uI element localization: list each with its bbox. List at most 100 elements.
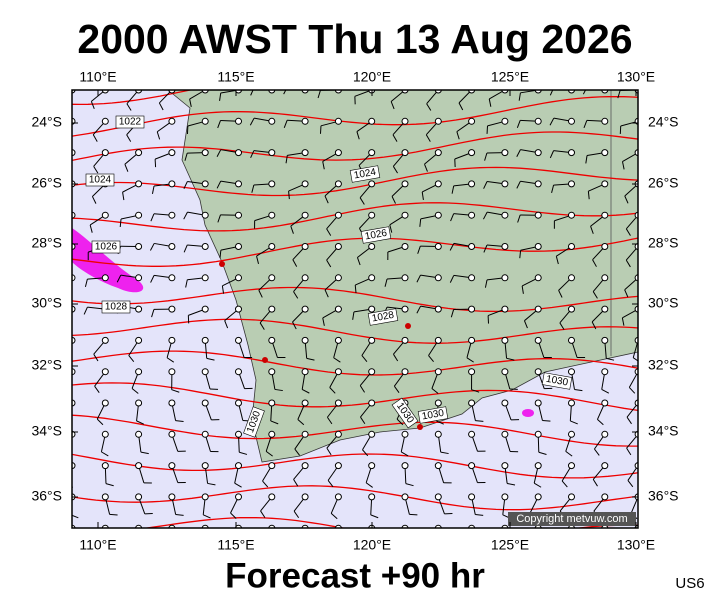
station — [102, 275, 108, 281]
station — [569, 494, 575, 500]
station — [136, 494, 142, 500]
station — [369, 212, 375, 218]
station — [335, 431, 341, 437]
station — [102, 118, 108, 124]
station — [236, 494, 242, 500]
station — [169, 369, 175, 375]
station — [435, 306, 441, 312]
caption: Forecast +90 hr — [225, 556, 485, 595]
latitude-label: 24°S — [31, 114, 62, 130]
station — [535, 244, 541, 250]
station — [302, 150, 308, 156]
isobar-label: 1024 — [86, 174, 114, 186]
latitude-label: 32°S — [648, 357, 679, 373]
station — [169, 337, 175, 343]
station — [402, 463, 408, 469]
station — [569, 212, 575, 218]
pressure-dot — [405, 323, 411, 329]
latitude-label: 26°S — [648, 175, 679, 191]
station — [569, 431, 575, 437]
longitude-label: 120°E — [353, 69, 391, 85]
station — [502, 337, 508, 343]
station — [302, 181, 308, 187]
station — [335, 306, 341, 312]
product-code: US6 — [675, 575, 704, 592]
station — [502, 431, 508, 437]
station — [169, 181, 175, 187]
station — [335, 275, 341, 281]
station — [102, 369, 108, 375]
station — [435, 118, 441, 124]
station — [402, 337, 408, 343]
station — [202, 306, 208, 312]
station — [502, 275, 508, 281]
station — [469, 463, 475, 469]
station — [602, 494, 608, 500]
station — [102, 431, 108, 437]
station — [402, 369, 408, 375]
station — [202, 494, 208, 500]
station — [535, 369, 541, 375]
station — [169, 275, 175, 281]
longitude-label: 125°E — [491, 69, 529, 85]
station — [102, 150, 108, 156]
station — [402, 244, 408, 250]
station — [369, 118, 375, 124]
station — [202, 369, 208, 375]
station — [302, 431, 308, 437]
longitude-label: 110°E — [79, 537, 116, 553]
station — [269, 431, 275, 437]
longitude-label: 115°E — [217, 537, 254, 553]
station — [202, 118, 208, 124]
station — [202, 431, 208, 437]
station — [202, 463, 208, 469]
station — [269, 337, 275, 343]
latitude-label: 28°S — [648, 235, 679, 251]
longitude-label: 130°E — [617, 537, 655, 553]
station — [369, 150, 375, 156]
station — [535, 400, 541, 406]
station — [102, 212, 108, 218]
station — [136, 244, 142, 250]
station — [435, 150, 441, 156]
station — [302, 400, 308, 406]
station — [136, 463, 142, 469]
station — [302, 306, 308, 312]
station — [269, 400, 275, 406]
station — [236, 431, 242, 437]
station — [169, 431, 175, 437]
station — [435, 400, 441, 406]
latitude-label: 32°S — [31, 357, 62, 373]
station — [302, 337, 308, 343]
station — [535, 463, 541, 469]
latitude-label: 36°S — [31, 488, 62, 504]
station — [602, 431, 608, 437]
station — [269, 212, 275, 218]
title: 2000 AWST Thu 13 Aug 2026 — [77, 16, 632, 62]
station — [469, 181, 475, 187]
station — [302, 244, 308, 250]
latitude-label: 30°S — [31, 295, 62, 311]
station — [102, 463, 108, 469]
longitude-label: 125°E — [491, 537, 529, 553]
station — [236, 181, 242, 187]
station — [502, 212, 508, 218]
station — [502, 400, 508, 406]
station — [502, 369, 508, 375]
longitude-label: 120°E — [353, 537, 391, 553]
station — [402, 431, 408, 437]
station — [535, 212, 541, 218]
station — [202, 337, 208, 343]
station — [136, 400, 142, 406]
station — [435, 463, 441, 469]
station — [302, 275, 308, 281]
longitude-label: 110°E — [79, 69, 116, 85]
station — [369, 431, 375, 437]
station — [136, 369, 142, 375]
station — [535, 181, 541, 187]
station — [269, 181, 275, 187]
latitude-label: 36°S — [648, 488, 679, 504]
station — [335, 244, 341, 250]
station — [535, 118, 541, 124]
